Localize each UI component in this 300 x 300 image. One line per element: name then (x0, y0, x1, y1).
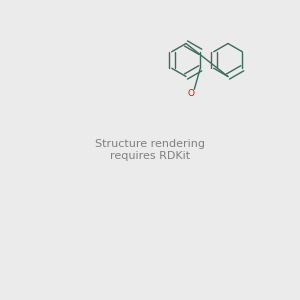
Text: Structure rendering
requires RDKit: Structure rendering requires RDKit (95, 139, 205, 161)
Text: O: O (188, 89, 195, 98)
